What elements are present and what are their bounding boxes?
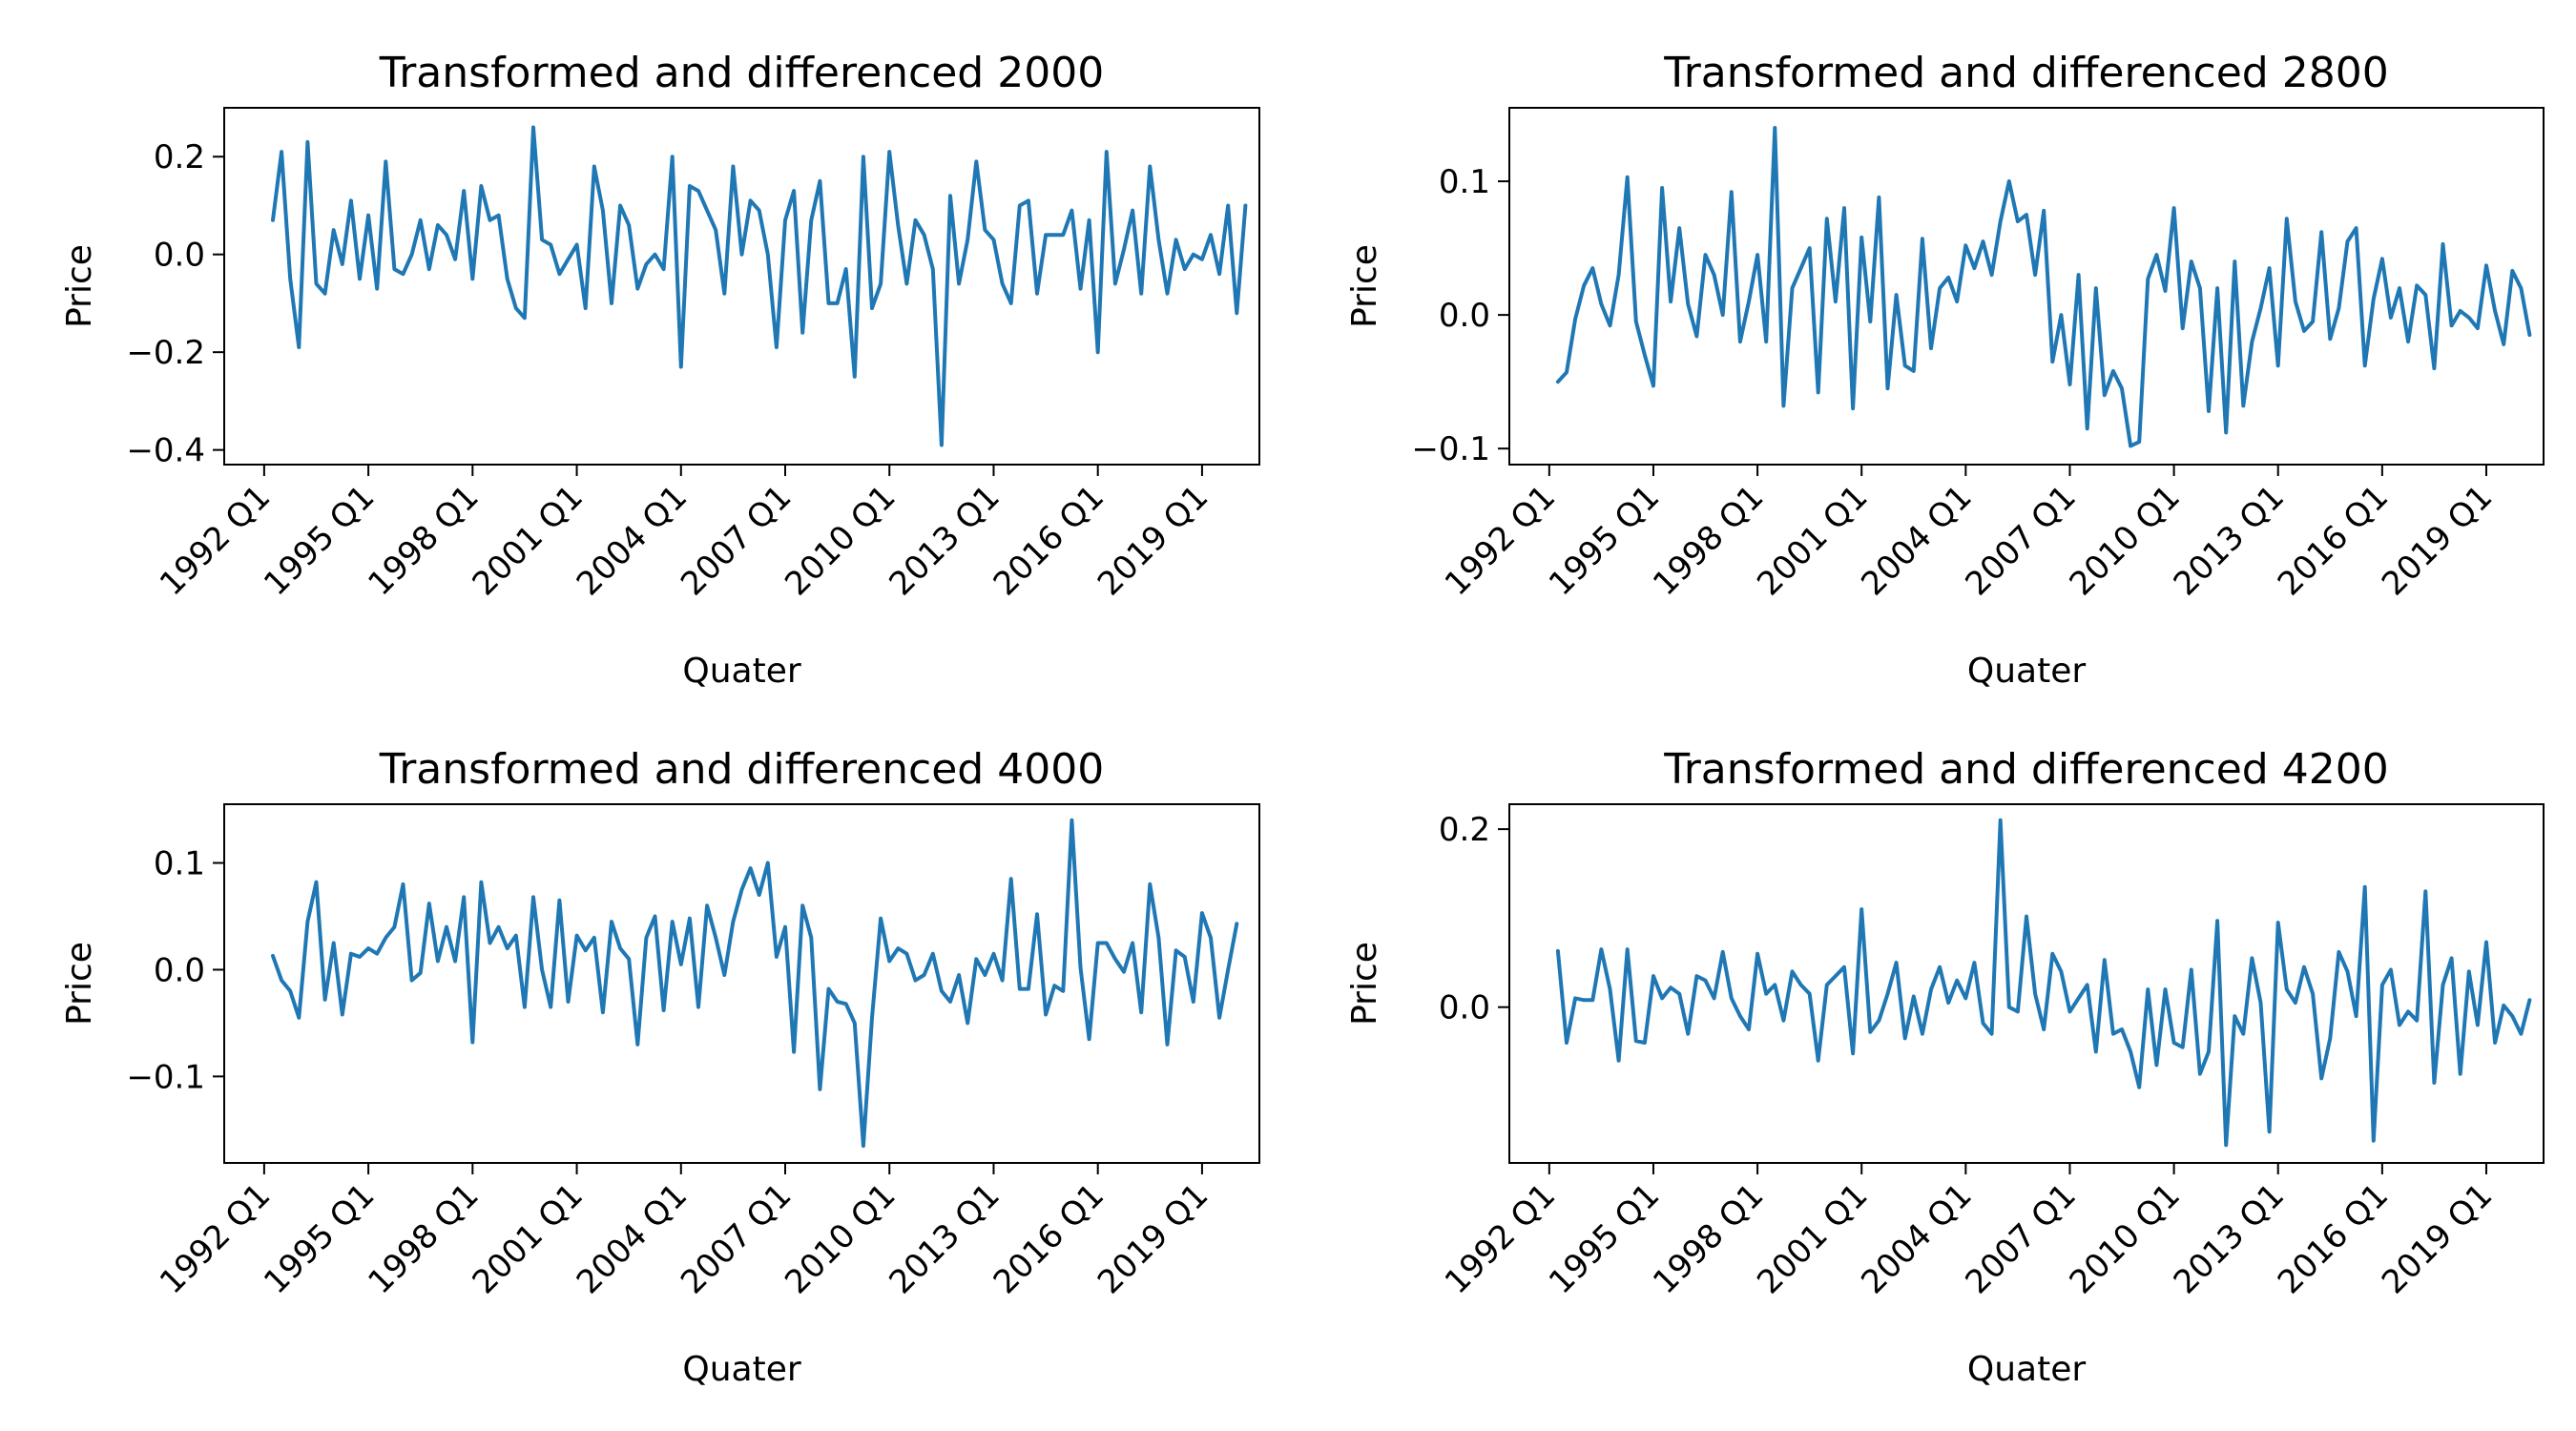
y-tick-label: −0.1: [1411, 430, 1490, 468]
y-tick-label: −0.4: [126, 432, 205, 470]
x-tick-label: 2007 Q1: [674, 478, 799, 603]
x-axis-label: Quater: [1967, 652, 2086, 691]
x-tick-label: 2010 Q1: [778, 1176, 903, 1301]
y-tick-label: 0.2: [154, 138, 205, 176]
y-tick-label: 0.0: [1439, 989, 1490, 1027]
series-line: [1555, 818, 2532, 1148]
x-axis-label: Quater: [682, 1350, 800, 1389]
x-tick-label: 2004 Q1: [570, 1176, 695, 1301]
y-tick-label: 0.1: [154, 845, 205, 883]
x-tick-label: 2013 Q1: [2167, 1176, 2292, 1301]
x-tick-label: 2001 Q1: [466, 1176, 591, 1301]
y-axis-label: Price: [1345, 942, 1384, 1026]
x-tick-label: 2013 Q1: [882, 478, 1007, 603]
plot-frame: [1508, 107, 2545, 466]
x-tick-label: 2007 Q1: [1958, 478, 2083, 603]
x-tick-label: 2010 Q1: [2063, 478, 2188, 603]
x-tick-label: 2001 Q1: [1750, 1176, 1875, 1301]
chart-title: Transformed and differenced 2000: [379, 49, 1104, 97]
y-tick-label: −0.1: [126, 1058, 205, 1096]
x-tick-label: 2010 Q1: [2063, 1176, 2188, 1301]
x-tick-label: 2016 Q1: [987, 1176, 1111, 1301]
plot-frame: [223, 803, 1260, 1164]
chart-title: Transformed and differenced 2800: [1663, 49, 2388, 97]
series-line: [271, 818, 1239, 1149]
x-tick-label: 1998 Q1: [361, 1176, 486, 1301]
x-tick-label: 2010 Q1: [778, 478, 903, 603]
x-tick-label: 2013 Q1: [2167, 478, 2292, 603]
x-tick-label: 2001 Q1: [1750, 478, 1875, 603]
y-tick-label: 0.1: [1439, 163, 1490, 201]
x-tick-label: 2019 Q1: [1091, 1176, 1215, 1301]
x-tick-label: 2016 Q1: [987, 478, 1111, 603]
y-tick-label: −0.2: [126, 334, 205, 372]
x-axis-label: Quater: [1967, 1350, 2086, 1389]
x-tick-label: 1992 Q1: [153, 1176, 278, 1301]
x-tick-label: 1995 Q1: [257, 1176, 382, 1301]
subplot-transformed-differenced-4000: Transformed and differenced 4000 −0.1 0.0 0…: [60, 745, 1260, 1389]
subplot-transformed-differenced-4200: Transformed and differenced 4200 0.0 0.2 19…: [1345, 745, 2545, 1389]
x-tick-label: 1998 Q1: [1646, 1176, 1771, 1301]
x-tick-label: 1992 Q1: [1438, 478, 1563, 603]
x-tick-label: 2016 Q1: [2271, 478, 2396, 603]
y-axis-label: Price: [60, 244, 99, 328]
x-tick-label: 2007 Q1: [674, 1176, 799, 1301]
y-axis-label: Price: [1345, 244, 1384, 328]
series-line: [271, 125, 1248, 447]
x-tick-label: 2001 Q1: [466, 478, 591, 603]
x-tick-label: 2004 Q1: [1854, 478, 1979, 603]
plot-frame: [223, 107, 1260, 466]
x-tick-label: 2004 Q1: [1854, 1176, 1979, 1301]
x-tick-label: 1998 Q1: [1646, 478, 1771, 603]
subplot-transformed-differenced-2800: Transformed and differenced 2800 −0.1 0.0 0…: [1345, 49, 2545, 691]
x-tick-label: 1992 Q1: [153, 478, 278, 603]
x-tick-label: 2019 Q1: [1091, 478, 1215, 603]
x-tick-label: 2019 Q1: [2375, 478, 2500, 603]
y-axis-label: Price: [60, 942, 99, 1026]
chart-title: Transformed and differenced 4200: [1663, 745, 2388, 794]
series-line: [1555, 126, 2532, 448]
x-tick-label: 2016 Q1: [2271, 1176, 2396, 1301]
x-tick-label: 2019 Q1: [2375, 1176, 2500, 1301]
plot-frame: [1508, 803, 2545, 1164]
y-tick-label: 0.0: [154, 951, 205, 989]
x-tick-label: 1995 Q1: [257, 478, 382, 603]
x-axis-label: Quater: [682, 652, 800, 691]
y-tick-label: 0.2: [1439, 811, 1490, 849]
subplot-transformed-differenced-2000: Transformed and differenced 2000 −0.4 −0.2…: [60, 49, 1260, 691]
x-tick-label: 2007 Q1: [1958, 1176, 2083, 1301]
chart-title: Transformed and differenced 4000: [379, 745, 1104, 794]
x-tick-label: 1992 Q1: [1438, 1176, 1563, 1301]
y-tick-label: 0.0: [154, 237, 205, 275]
x-tick-label: 1998 Q1: [361, 478, 486, 603]
x-tick-label: 2004 Q1: [570, 478, 695, 603]
x-tick-label: 2013 Q1: [882, 1176, 1007, 1301]
y-tick-label: 0.0: [1439, 297, 1490, 335]
x-tick-label: 1995 Q1: [1542, 478, 1667, 603]
x-tick-label: 1995 Q1: [1542, 1176, 1667, 1301]
